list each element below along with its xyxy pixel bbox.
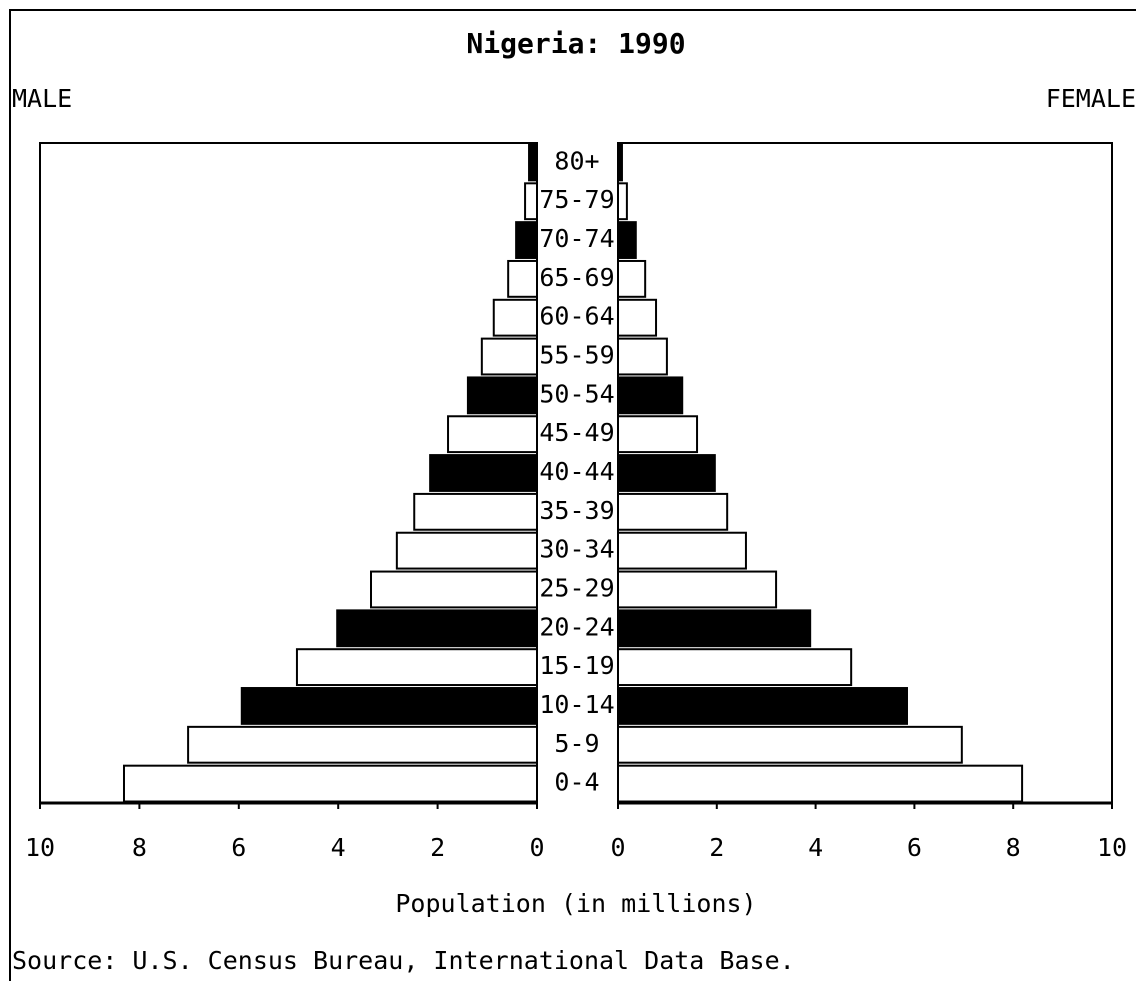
male-label: MALE <box>12 84 72 113</box>
bar <box>617 570 778 609</box>
age-label: 30-34 <box>539 535 614 564</box>
bar <box>336 609 538 648</box>
age-label: 35-39 <box>539 496 614 525</box>
bar <box>466 376 538 415</box>
bar <box>429 454 538 492</box>
x-tick-label: 2 <box>430 833 445 862</box>
bar <box>617 648 853 687</box>
bar <box>617 609 812 648</box>
bar <box>413 492 538 531</box>
bar <box>617 143 623 182</box>
bar <box>617 725 963 764</box>
bar <box>528 143 538 182</box>
x-axis-label: Population (in millions) <box>395 889 756 918</box>
bar <box>617 221 637 259</box>
bar <box>492 298 538 337</box>
age-label: 65-69 <box>539 263 614 292</box>
bar <box>515 221 538 259</box>
source: Source: U.S. Census Bureau, Internationa… <box>12 946 795 975</box>
bar <box>617 454 716 492</box>
age-label: 60-64 <box>539 302 614 331</box>
age-label: 70-74 <box>539 224 614 253</box>
age-label: 50-54 <box>539 379 614 408</box>
bar <box>617 259 647 298</box>
bar <box>617 298 658 337</box>
x-tick-label: 6 <box>907 833 922 862</box>
bar <box>295 648 538 687</box>
age-label: 0-4 <box>554 768 599 797</box>
bar <box>617 764 1024 803</box>
bar <box>370 570 539 609</box>
bar <box>447 415 538 454</box>
bar <box>617 376 684 415</box>
bar <box>122 764 538 803</box>
age-label: 15-19 <box>539 651 614 680</box>
x-tick-label: 4 <box>808 833 823 862</box>
chart-title: Nigeria: 1990 <box>466 27 685 60</box>
x-tick-label: 0 <box>529 833 544 862</box>
bar <box>617 492 729 531</box>
x-tick-label: 10 <box>25 833 55 862</box>
bar <box>507 259 539 298</box>
age-label: 5-9 <box>554 729 599 758</box>
bar <box>617 415 699 454</box>
age-label: 20-24 <box>539 612 614 641</box>
bar <box>395 531 539 570</box>
age-label: 40-44 <box>539 457 614 486</box>
bar <box>617 531 747 570</box>
bar <box>617 337 668 376</box>
x-tick-label: 10 <box>1097 833 1127 862</box>
bar <box>617 687 908 725</box>
age-label: 25-29 <box>539 573 614 602</box>
bar <box>240 687 538 725</box>
bar <box>480 337 539 376</box>
frame <box>9 9 1136 981</box>
age-label: 45-49 <box>539 418 614 447</box>
age-label: 80+ <box>554 146 599 175</box>
age-label: 10-14 <box>539 690 614 719</box>
age-label: 55-59 <box>539 341 614 370</box>
x-tick-label: 4 <box>331 833 346 862</box>
x-tick-label: 2 <box>709 833 724 862</box>
bar <box>617 182 628 221</box>
age-label: 75-79 <box>539 185 614 214</box>
x-tick-label: 8 <box>1006 833 1021 862</box>
bar <box>524 182 539 221</box>
bar <box>187 725 539 764</box>
x-tick-label: 6 <box>231 833 246 862</box>
female-label: FEMALE <box>1046 84 1136 113</box>
x-tick-label: 8 <box>132 833 147 862</box>
x-tick-label: 0 <box>610 833 625 862</box>
